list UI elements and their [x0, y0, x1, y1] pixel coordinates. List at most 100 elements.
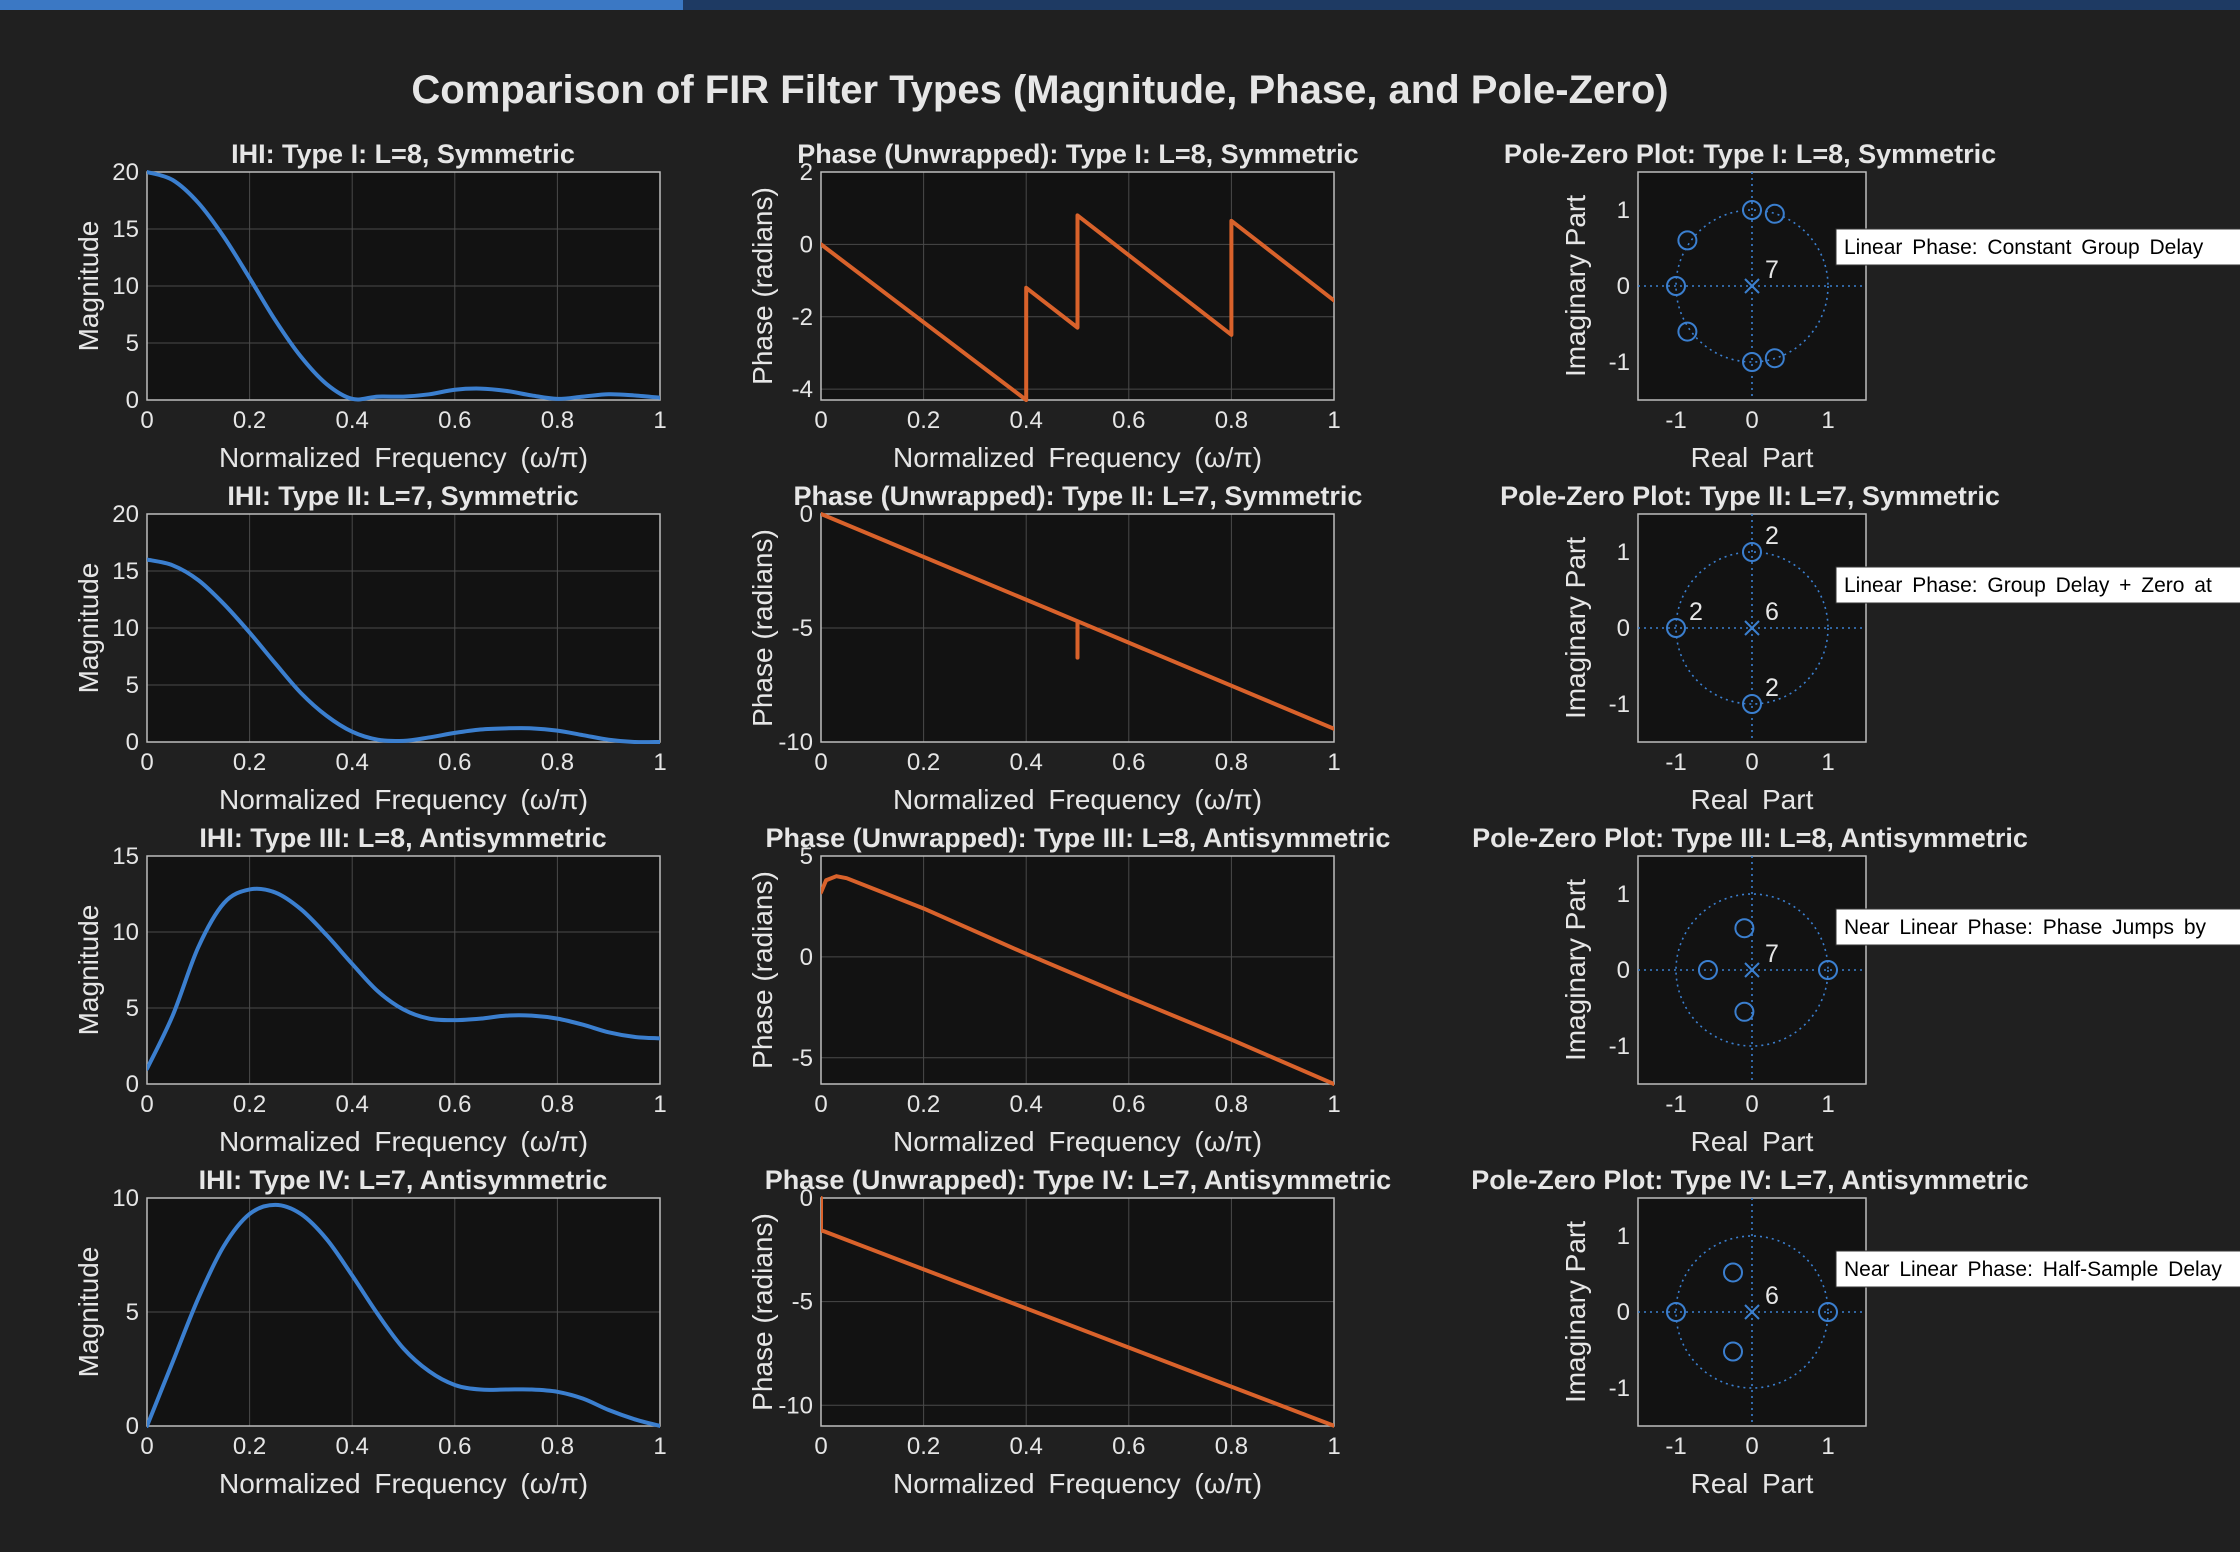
x-tick-label: 0	[140, 407, 153, 434]
x-tick-label: 1	[653, 749, 666, 776]
multiplicity-label: 2	[1765, 522, 1779, 550]
zero-marker	[1666, 618, 1686, 638]
y-tick-label: 1	[1617, 197, 1630, 224]
x-tick-label: 0	[814, 749, 827, 776]
subplot-polezero-3: -1 0 1 -1 0 1 Real Part Imaginary Part Pole-Zero…	[1472, 823, 2240, 1157]
subplot-phase-2: 0 0.2 0.4 0.6 0.8 1 -10 -5 0 Normalized Frequency…	[747, 481, 1362, 815]
zero-marker	[1764, 203, 1785, 224]
x-tick-label: 0.4	[336, 1091, 369, 1118]
zero-marker	[1677, 230, 1698, 251]
zero-marker	[1742, 542, 1762, 562]
pole-marker	[1744, 278, 1760, 294]
x-tick-label: 0.2	[233, 407, 266, 434]
y-tick-label: -5	[792, 1289, 813, 1316]
x-tick-label: 0.2	[907, 1091, 940, 1118]
x-tick-label: 0.2	[233, 1091, 266, 1118]
subplot-title: Pole-Zero Plot: Type I: L=8, Symmetric	[1504, 139, 1996, 169]
x-axis-label: Real Part	[1691, 1468, 1814, 1499]
x-tick-label: 0.6	[1112, 407, 1145, 434]
x-tick-label: 0.2	[907, 749, 940, 776]
x-axis-label: Normalized Frequency (ω/π)	[219, 442, 588, 473]
zero-marker	[1742, 200, 1762, 220]
y-axis-label: Phase (radians)	[747, 187, 778, 385]
y-tick-label: 1	[1617, 1223, 1630, 1250]
y-tick-label: 0	[1617, 957, 1630, 984]
y-tick-label: 10	[112, 615, 139, 642]
y-tick-label: -1	[1609, 349, 1630, 376]
x-tick-label: 0	[1745, 749, 1758, 776]
x-tick-label: 0.4	[336, 407, 369, 434]
subplot-phase-1: 0 0.2 0.4 0.6 0.8 1 -4 -2 0 2 Normalized Frequency…	[747, 139, 1359, 473]
x-tick-label: 0	[1745, 1091, 1758, 1118]
x-tick-label: -1	[1665, 407, 1686, 434]
unit-circle	[1675, 893, 1829, 1047]
x-tick-label: 0.4	[336, 1433, 369, 1460]
x-tick-label: 0	[140, 1091, 153, 1118]
subplot-title: Phase (Unwrapped): Type III: L=8, Antisy…	[766, 823, 1391, 853]
y-axis-label: Phase (radians)	[747, 1213, 778, 1411]
y-tick-label: 0	[1617, 273, 1630, 300]
x-tick-label: 0	[140, 749, 153, 776]
zero-marker	[1697, 960, 1718, 980]
x-tick-label: 1	[653, 407, 666, 434]
x-tick-label: 1	[1821, 1091, 1834, 1118]
axes-background	[821, 1198, 1334, 1426]
annotation-text: Linear Phase: Constant Group Delay	[1844, 236, 2204, 259]
phase-line	[821, 874, 1334, 1086]
x-tick-label: 0	[814, 1091, 827, 1118]
y-tick-label: 5	[800, 843, 813, 870]
zero-marker	[1734, 918, 1755, 939]
y-tick-label: 10	[112, 919, 139, 946]
zero-marker	[1723, 1262, 1743, 1283]
x-tick-label: 0	[1745, 407, 1758, 434]
subplot-polezero-1: -1 0 1 -1 0 1 Real Part Imaginary Part Pole-Zero…	[1504, 139, 2240, 473]
x-tick-label: 1	[1327, 1433, 1340, 1460]
x-axis-label: Normalized Frequency (ω/π)	[893, 784, 1262, 815]
y-tick-label: -5	[792, 615, 813, 642]
y-tick-label: 1	[1617, 881, 1630, 908]
y-tick-label: 10	[112, 1185, 139, 1212]
y-tick-label: 0	[800, 501, 813, 528]
figure-title: Comparison of FIR Filter Types (Magnitud…	[411, 68, 1669, 112]
annotation-text: Linear Phase: Group Delay + Zero at	[1844, 574, 2212, 597]
pole-marker	[1744, 1304, 1760, 1320]
magnitude-line	[147, 170, 660, 402]
subplot-title: IHI: Type II: L=7, Symmetric	[227, 481, 578, 511]
axes-frame	[820, 513, 1335, 743]
annotation-box	[1835, 566, 2240, 604]
x-tick-label: 0.8	[1215, 1433, 1248, 1460]
y-tick-label: 5	[126, 995, 139, 1022]
y-tick-label: 0	[1617, 615, 1630, 642]
x-tick-label: 0.6	[438, 1433, 471, 1460]
phase-line	[821, 1196, 1334, 1428]
x-tick-label: 0.8	[541, 407, 574, 434]
x-tick-label: 1	[1821, 749, 1834, 776]
y-tick-label: 0	[800, 231, 813, 258]
y-axis-label: Magnitude	[73, 1247, 104, 1378]
multiplicity-label: 7	[1765, 940, 1779, 968]
y-axis-label: Imaginary Part	[1560, 537, 1591, 719]
x-tick-label: -1	[1665, 1433, 1686, 1460]
zero-marker	[1742, 352, 1762, 372]
y-tick-label: 15	[112, 843, 139, 870]
x-tick-label: 0.8	[541, 1091, 574, 1118]
x-tick-label: 0.2	[233, 749, 266, 776]
annotation-box	[1835, 1250, 2240, 1288]
phase-line	[821, 213, 1334, 402]
subplot-title: Phase (Unwrapped): Type I: L=8, Symmetri…	[797, 139, 1358, 169]
subplot-title: Phase (Unwrapped): Type IV: L=7, Antisym…	[765, 1165, 1391, 1195]
multiplicity-label: 2	[1689, 598, 1703, 626]
zero-marker	[1818, 960, 1838, 980]
y-tick-label: 20	[112, 159, 139, 186]
annotation-box	[1835, 908, 2240, 946]
x-tick-label: 0.2	[233, 1433, 266, 1460]
x-tick-label: 0.8	[1215, 407, 1248, 434]
axes-background	[147, 856, 660, 1084]
x-tick-label: 0.4	[1010, 1091, 1043, 1118]
x-tick-label: -1	[1665, 1091, 1686, 1118]
y-tick-label: -10	[778, 1392, 813, 1419]
multiplicity-label: 6	[1765, 598, 1779, 626]
y-tick-label: 0	[126, 729, 139, 756]
y-tick-label: 1	[1617, 539, 1630, 566]
